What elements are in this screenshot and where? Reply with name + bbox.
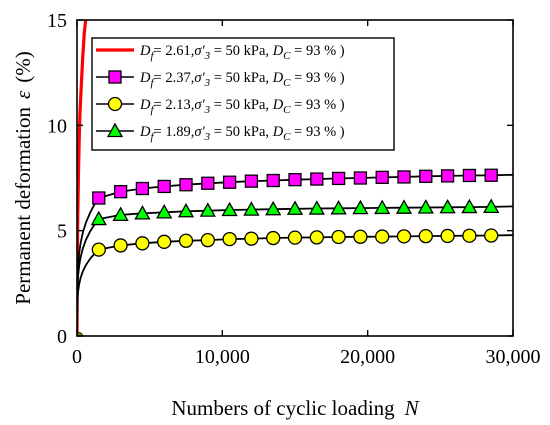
y-axis-label-text: Permanent deformation (11, 107, 35, 305)
legend-box (91, 37, 395, 151)
series-4-point (90, 210, 107, 226)
series-2-point (484, 168, 498, 182)
series-3-point (266, 230, 281, 246)
series-2-point (288, 173, 302, 187)
data-markers (77, 168, 500, 336)
y-axis-ticks: 0 5 10 15 (47, 10, 513, 348)
series-3-point (91, 242, 106, 257)
y-axis-label: Permanent deformation ε (%) (11, 51, 35, 304)
series-4-point (417, 199, 434, 214)
series-3-point (375, 229, 390, 244)
y-axis-label-unit: (%) (11, 51, 35, 82)
legend: Df= 2.61,σ'3 = 50 kPa, DC = 93 % ) Df= 2.… (91, 37, 395, 151)
legend-entry: Df= 2.13,σ'3 = 50 kPa, DC = 93 % ) (139, 97, 345, 116)
series-4-point (461, 198, 478, 214)
series-4-point (199, 202, 216, 217)
legend-marker (108, 70, 122, 84)
x-axis-label-text: Numbers of cyclic loading (171, 396, 395, 420)
series-4-point (221, 201, 238, 217)
series-2-point (157, 179, 171, 194)
series-2-point (92, 191, 106, 205)
series-4-point (308, 200, 325, 215)
y-tick-label: 0 (57, 326, 67, 348)
series-2-point (222, 175, 237, 189)
x-axis-label-var: N (404, 396, 420, 420)
legend-marker (106, 122, 124, 138)
plot-frame (76, 19, 514, 337)
series-3-point (309, 230, 324, 245)
series-2-point (113, 185, 128, 199)
x-axis-ticks: 0 10,000 20,000 30,000 (72, 20, 541, 368)
series-3-point (353, 229, 368, 244)
series-2-point (353, 171, 368, 185)
x-tick-label: 0 (72, 346, 82, 368)
legend-entry: Df= 2.61,σ'3 = 50 kPa, DC = 93 % ) (139, 43, 345, 62)
series-3-point (113, 238, 128, 253)
series-2-point (244, 174, 259, 188)
series-4-point (156, 204, 173, 219)
series-4-point (352, 199, 369, 215)
series-2-point (462, 168, 477, 183)
series-4-point (112, 206, 129, 222)
series-3-point (396, 229, 412, 244)
series-2-point (419, 169, 433, 183)
series-3-point (178, 233, 194, 248)
series-3-point (484, 228, 499, 243)
legend-entry: Df= 2.37,σ'3 = 50 kPa, DC = 93 % ) (139, 70, 345, 89)
series-4-point (483, 198, 500, 214)
series-4-point (374, 199, 391, 215)
series-4-point (243, 201, 260, 216)
series-3-point (135, 236, 150, 251)
series-2-point (201, 176, 215, 190)
legend-marker (107, 96, 123, 112)
series-3-point (200, 232, 215, 248)
series-2-point (310, 172, 324, 186)
series-4-point (330, 200, 347, 215)
y-tick-label: 15 (47, 10, 67, 32)
series-3-point (440, 228, 455, 244)
series-3-point (462, 228, 477, 243)
x-tick-label: 10,000 (195, 346, 250, 368)
x-tick-label: 20,000 (340, 346, 395, 368)
series-4-point (134, 205, 151, 220)
y-tick-label: 10 (47, 115, 67, 137)
series-3-point (418, 228, 433, 244)
series-2-point (179, 178, 193, 192)
series-4-point (265, 200, 282, 216)
y-axis-label-var: ε (11, 90, 35, 99)
series-3-point (287, 230, 303, 245)
series-2-point (397, 170, 411, 184)
y-tick-label: 5 (57, 221, 67, 243)
series-4-point (439, 198, 456, 214)
series-3-point (157, 234, 172, 249)
series-2-point (331, 171, 346, 186)
series-3-point (244, 231, 259, 246)
x-axis-label: Numbers of cyclic loading N (171, 396, 419, 420)
origin-point (77, 332, 83, 336)
series-3-point (331, 229, 346, 245)
series-4-point (395, 199, 413, 214)
series-2-point (440, 169, 455, 183)
legend-entry: Df= 1.89,σ'3 = 50 kPa, DC = 93 % ) (139, 124, 345, 143)
series-2-point (375, 170, 389, 185)
series-2-point (135, 181, 150, 196)
series-2-point (266, 173, 280, 188)
series-3-point (222, 231, 237, 247)
series-4-line (77, 205, 513, 336)
x-tick-label: 30,000 (486, 346, 541, 368)
series-4-point (286, 200, 304, 215)
series-4-point (177, 202, 195, 218)
